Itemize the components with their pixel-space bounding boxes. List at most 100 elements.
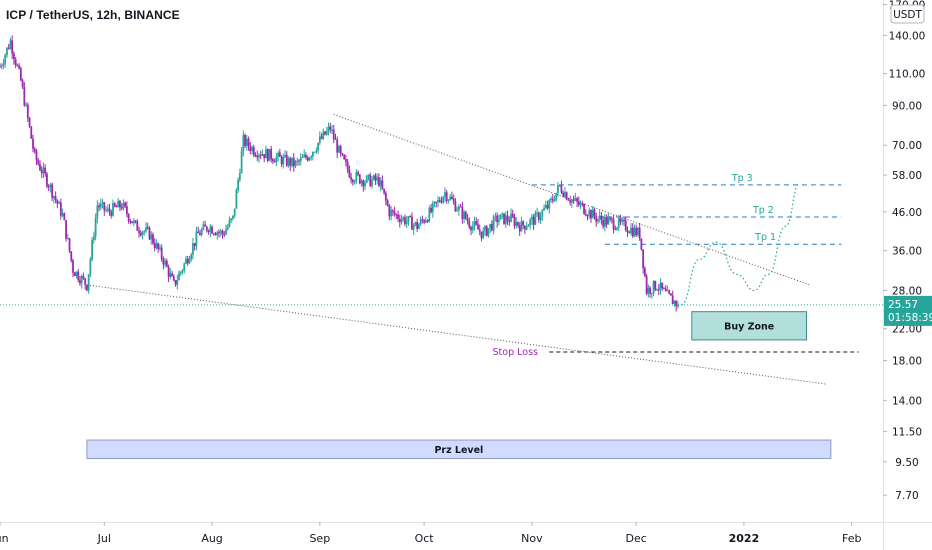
candle-body: [504, 215, 507, 224]
symbol-title: ICP / TetherUS, 12h, BINANCE: [6, 8, 180, 22]
candle-body: [171, 273, 173, 277]
candle-body: [87, 274, 90, 291]
candle-body: [178, 273, 180, 281]
candle-body: [652, 280, 655, 294]
candle-body: [138, 230, 140, 233]
candle-body: [172, 276, 175, 281]
candle-body: [9, 40, 12, 49]
candle-body: [391, 210, 394, 212]
candle-body: [228, 220, 231, 227]
prz-level-box[interactable]: [86, 439, 832, 460]
candle-body: [61, 213, 64, 216]
candle-body: [343, 154, 346, 160]
price-tick-label: 14.00: [892, 395, 922, 407]
candle-body: [649, 287, 651, 294]
candle-body: [553, 200, 556, 202]
candle-body: [251, 147, 253, 152]
currency-badge[interactable]: [890, 4, 925, 24]
candle-body: [358, 174, 361, 184]
candle-body: [110, 211, 113, 216]
candle-body: [7, 47, 10, 49]
candle-body: [630, 227, 632, 234]
candle-body: [261, 154, 264, 156]
candle-body: [598, 215, 601, 220]
candle-body: [237, 179, 240, 191]
candle-body: [404, 217, 406, 224]
candle-body: [579, 203, 582, 206]
candle-body: [610, 218, 613, 220]
candle-body: [252, 147, 255, 156]
candle-body: [499, 214, 502, 220]
candle-body: [282, 156, 285, 165]
candle-body: [414, 222, 417, 225]
candle-body: [551, 198, 554, 201]
candle-body: [341, 153, 344, 155]
candle-body: [120, 207, 123, 209]
candle-body: [153, 243, 156, 249]
candle-body: [193, 243, 196, 246]
candle-body: [273, 161, 276, 163]
candle-body: [642, 249, 645, 269]
candle-body: [484, 226, 486, 231]
candle-body: [497, 219, 500, 223]
candle-body: [129, 220, 132, 222]
candle-body: [478, 229, 481, 232]
candle-body: [593, 209, 596, 217]
candle-body: [73, 272, 76, 276]
candle-body: [145, 227, 147, 232]
candle-body: [487, 228, 490, 236]
candle-body: [233, 208, 236, 216]
candle-body: [44, 167, 47, 174]
candle-body: [82, 276, 85, 279]
candle-body: [362, 180, 365, 187]
candle-body: [374, 175, 377, 181]
candle-body: [35, 151, 38, 161]
candle-body: [207, 230, 210, 232]
candle-body: [517, 221, 519, 226]
candle-body: [278, 152, 281, 157]
candle-body: [524, 225, 526, 230]
candle-body: [435, 201, 438, 203]
candle-body: [240, 151, 243, 174]
candle-body: [468, 221, 471, 228]
candle-body: [65, 220, 67, 239]
candle-body: [591, 209, 594, 219]
candle-body: [543, 208, 545, 211]
candle-body: [661, 282, 664, 289]
candle-body: [640, 238, 643, 250]
candle-body: [152, 234, 154, 244]
buy-zone-label: Buy Zone: [724, 321, 774, 332]
candle-body: [437, 199, 439, 203]
candle-body: [412, 224, 415, 230]
candle-body: [265, 149, 267, 159]
candle-body: [146, 227, 149, 229]
candle-body: [155, 243, 158, 249]
candle-body: [289, 158, 292, 166]
candle-body: [39, 164, 41, 171]
candle-body: [209, 226, 212, 232]
candle-body: [638, 227, 641, 239]
candle-body: [456, 210, 459, 212]
candle-body: [190, 254, 193, 260]
candle-body: [405, 221, 408, 224]
time-tick-label: Jun: [0, 532, 9, 545]
candle-body: [318, 136, 321, 143]
candle-body: [597, 219, 599, 222]
candle-body: [449, 196, 452, 200]
candle-body: [117, 201, 120, 208]
candle-body: [628, 232, 631, 234]
candle-body: [331, 129, 333, 131]
candle-body: [485, 226, 488, 236]
candle-body: [205, 226, 208, 231]
buy-zone-box[interactable]: [691, 311, 808, 341]
candle-body: [457, 206, 460, 211]
candle-body: [508, 220, 511, 222]
candle-body: [325, 130, 328, 135]
candle-body: [574, 198, 577, 200]
time-tick-label: 2022: [729, 532, 760, 545]
candle-body: [584, 213, 587, 216]
candle-body: [258, 154, 260, 158]
candle-body: [101, 202, 104, 204]
candle-body: [18, 65, 21, 69]
